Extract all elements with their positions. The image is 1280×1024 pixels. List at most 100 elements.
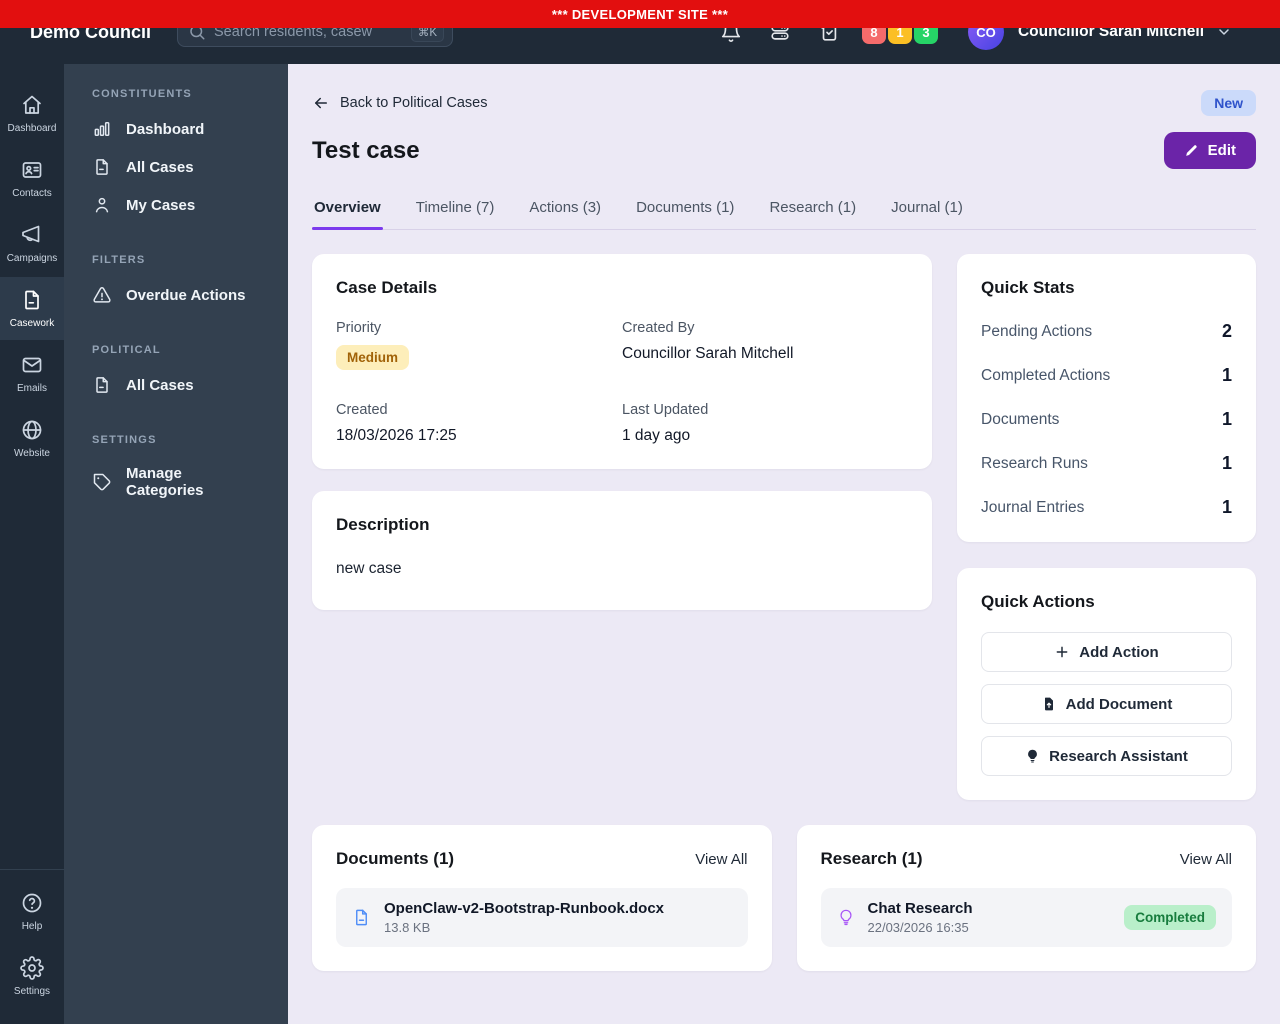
sidebar-item-label: All Cases: [126, 158, 194, 176]
sidebar-item-dashboard[interactable]: Dashboard: [64, 110, 288, 148]
rail-item-website[interactable]: Website: [0, 407, 64, 470]
documents-summary-card: Documents (1) View All OpenClaw-v2-Boots…: [312, 825, 772, 971]
created-by-field: Created By Councillor Sarah Mitchell: [622, 320, 908, 370]
globe-icon: [20, 418, 44, 442]
arrow-left-icon: [312, 94, 330, 112]
rail-item-contacts[interactable]: Contacts: [0, 147, 64, 210]
left-column: Case Details Priority Medium Created By …: [312, 254, 932, 610]
tab-documents[interactable]: Documents (1): [636, 199, 735, 216]
sidebar-item-overdue-actions[interactable]: Overdue Actions: [64, 276, 288, 314]
warning-triangle-icon: [92, 285, 112, 305]
created-field: Created 18/03/2026 17:25: [336, 402, 622, 445]
add-action-button[interactable]: Add Action: [981, 632, 1232, 672]
plus-icon: [1054, 644, 1070, 660]
development-site-banner: *** DEVELOPMENT SITE ***: [0, 0, 1280, 28]
rail-item-dashboard[interactable]: Dashboard: [0, 82, 64, 145]
quick-stats-card: Quick Stats Pending Actions 2 Completed …: [957, 254, 1256, 542]
add-document-button[interactable]: Add Document: [981, 684, 1232, 724]
status-badge: New: [1201, 90, 1256, 116]
section-title: POLITICAL: [92, 344, 161, 356]
stat-label: Journal Entries: [981, 498, 1085, 516]
case-document-icon: [20, 288, 44, 312]
edit-button[interactable]: Edit: [1163, 132, 1256, 169]
rail-label: Emails: [16, 383, 47, 394]
stat-value: 2: [1221, 321, 1232, 341]
document-icon: [92, 157, 112, 177]
case-details-card: Case Details Priority Medium Created By …: [312, 254, 932, 469]
home-icon: [20, 93, 44, 117]
research-view-all-link[interactable]: View All: [1179, 850, 1232, 868]
quick-actions-card: Quick Actions Add Action Add Document Re…: [957, 568, 1256, 800]
stat-row-completed-actions: Completed Actions 1: [981, 365, 1232, 386]
case-details-title: Case Details: [336, 278, 438, 297]
rail-item-settings[interactable]: Settings: [0, 945, 64, 1008]
tab-timeline[interactable]: Timeline (7): [415, 199, 495, 216]
research-name: Chat Research: [867, 900, 973, 917]
sidebar-item-political-all-cases[interactable]: All Cases: [64, 366, 288, 404]
tab-actions[interactable]: Actions (3): [529, 199, 602, 216]
rail-item-help[interactable]: Help: [0, 880, 64, 943]
sidebar-item-label: My Cases: [126, 196, 196, 214]
lightbulb-icon: [1025, 748, 1040, 764]
sidebar-item-label: Dashboard: [126, 120, 205, 138]
research-timestamp: 22/03/2026 16:35: [867, 920, 969, 935]
stat-row-documents: Documents 1: [981, 409, 1232, 430]
research-assistant-button[interactable]: Research Assistant: [981, 736, 1232, 776]
stat-value: 1: [1221, 365, 1232, 385]
search-input[interactable]: [214, 24, 411, 40]
sidebar-section-filters: FILTERS Overdue Actions: [64, 250, 288, 314]
envelope-icon: [20, 353, 44, 377]
right-column: Quick Stats Pending Actions 2 Completed …: [957, 254, 1256, 800]
stat-row-journal-entries: Journal Entries 1: [981, 497, 1232, 518]
stat-label: Documents: [981, 410, 1060, 428]
stat-label: Pending Actions: [981, 322, 1093, 340]
description-card: Description new case: [312, 491, 932, 610]
research-list-item[interactable]: Chat Research 22/03/2026 16:35 Completed: [820, 888, 1232, 947]
sidebar-item-manage-categories[interactable]: Manage Categories: [64, 456, 288, 508]
tab-journal[interactable]: Journal (1): [891, 199, 963, 216]
description-title: Description: [336, 515, 430, 534]
page-title: Test case: [312, 136, 420, 164]
rail-item-campaigns[interactable]: Campaigns: [0, 212, 64, 275]
tag-icon: [92, 472, 112, 492]
chevron-down-icon[interactable]: [1216, 24, 1232, 40]
sidebar-item-all-cases[interactable]: All Cases: [64, 148, 288, 186]
document-upload-icon: [1041, 696, 1057, 712]
documents-view-all-link[interactable]: View All: [695, 850, 748, 868]
rail-item-emails[interactable]: Emails: [0, 342, 64, 405]
last-updated-field: Last Updated 1 day ago: [622, 402, 908, 445]
sidebar-item-my-cases[interactable]: My Cases: [64, 186, 288, 224]
stat-row-pending-actions: Pending Actions 2: [981, 321, 1232, 342]
document-name: OpenClaw-v2-Bootstrap-Runbook.docx: [384, 900, 665, 917]
last-updated-value: 1 day ago: [622, 427, 691, 444]
quick-stats-title: Quick Stats: [981, 278, 1075, 297]
description-body: new case: [336, 560, 402, 577]
research-status-badge: Completed: [1124, 905, 1216, 930]
priority-badge: Medium: [336, 345, 410, 370]
research-item-text: Chat Research 22/03/2026 16:35: [868, 900, 973, 935]
sidebar-item-label: Manage Categories: [126, 465, 204, 499]
tab-research[interactable]: Research (1): [769, 199, 857, 216]
edit-button-label: Edit: [1207, 142, 1236, 159]
tab-overview[interactable]: Overview: [312, 199, 383, 230]
file-doc-icon: [352, 908, 371, 927]
add-document-label: Add Document: [1065, 695, 1173, 713]
case-tabs: Overview Timeline (7) Actions (3) Docume…: [312, 199, 1256, 230]
rail-label: Settings: [13, 986, 51, 997]
contacts-card-icon: [20, 158, 44, 182]
rail-label: Dashboard: [7, 123, 57, 134]
rail-item-casework[interactable]: Casework: [0, 277, 64, 340]
document-list-item[interactable]: OpenClaw-v2-Bootstrap-Runbook.docx 13.8 …: [336, 888, 748, 947]
created-value: 18/03/2026 17:25: [336, 427, 457, 444]
back-to-political-cases-link[interactable]: Back to Political Cases: [312, 94, 487, 112]
person-icon: [92, 195, 112, 215]
created-label: Created: [336, 402, 388, 418]
stat-label: Completed Actions: [981, 366, 1111, 384]
document-size: 13.8 KB: [384, 920, 431, 935]
bar-chart-icon: [92, 119, 112, 139]
help-circle-icon: [20, 891, 44, 915]
main-content: Back to Political Cases New Test case Ed…: [288, 64, 1280, 1024]
sidebar-section-settings: SETTINGS Manage Categories: [64, 430, 288, 508]
rail-label: Website: [14, 448, 50, 459]
research-card-title: Research (1): [820, 849, 923, 868]
